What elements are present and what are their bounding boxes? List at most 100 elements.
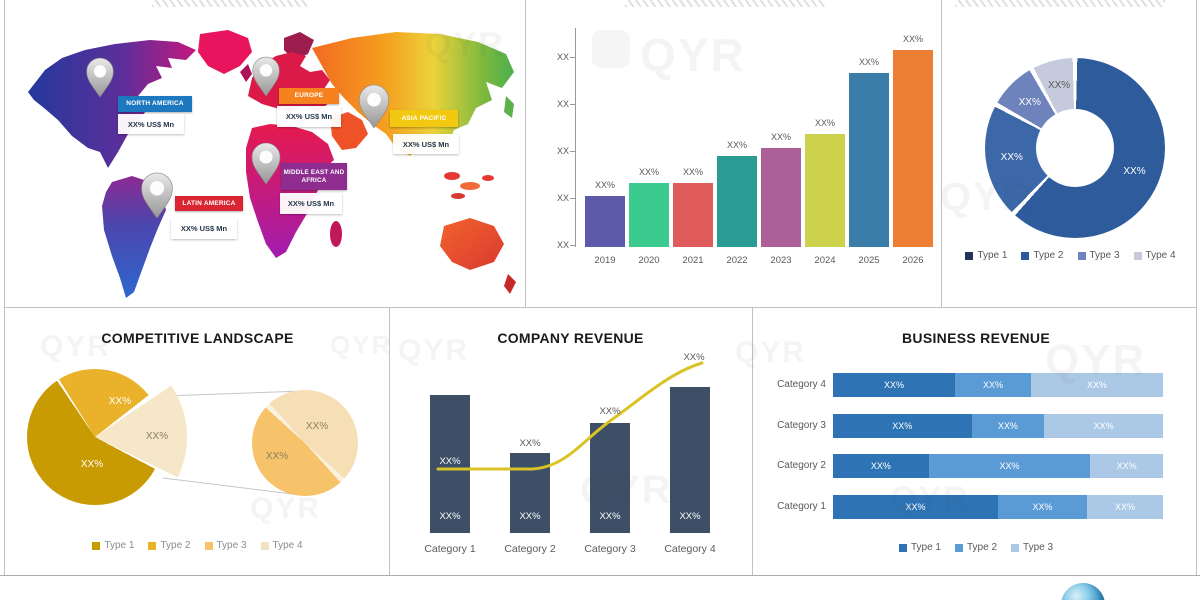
- region-value-latin-america: XX% US$ Mn: [171, 218, 237, 239]
- pin-asia-pacific-icon: [358, 84, 390, 129]
- data-label: XX%: [858, 57, 879, 67]
- y-axis-tick-mark: [570, 245, 576, 246]
- brand-watermark: QYR: [398, 334, 470, 367]
- panel-divider: [4, 307, 1196, 308]
- legend-swatch: [954, 543, 963, 552]
- legend-label: Type 1: [910, 542, 941, 553]
- business-revenue-title: BUSINESS REVENUE: [902, 330, 1050, 346]
- brand-watermark: QYR: [735, 336, 807, 369]
- legend-item-type-3: Type 3: [204, 540, 247, 551]
- legend-label: Type 4: [272, 540, 303, 551]
- legend-item-type-1: Type 1: [965, 250, 1007, 261]
- pin-latin-america-icon: [141, 172, 173, 219]
- segment-type-1: XX%: [833, 495, 998, 519]
- competitive-landscape-panel: COMPETITIVE LANDSCAPE XX% XX% XX% XX% XX% Ty…: [3, 308, 387, 575]
- y-axis-tick-label: XX: [556, 240, 569, 250]
- business-revenue-panel: BUSINESS REVENUE Category 4 XX% XX% XX% Cate…: [752, 308, 1200, 575]
- panel-divider: [4, 0, 5, 575]
- x-axis-label: 2019: [594, 255, 616, 266]
- brand-watermark: QYR: [425, 26, 505, 64]
- map-pins: [86, 56, 390, 219]
- segment-type-1: XX%: [833, 454, 929, 478]
- legend-item-type-2: Type 2: [1021, 250, 1064, 261]
- data-label: XX%: [265, 451, 289, 462]
- clipped-title-remnant: [955, 0, 1165, 7]
- legend-item-type-4: Type 4: [1133, 250, 1176, 261]
- x-axis-label: 2022: [726, 255, 748, 266]
- legend-swatch: [1021, 251, 1030, 260]
- legend-item-type-2: Type 2: [954, 542, 997, 553]
- clipped-title-remnant: [625, 0, 825, 7]
- legend-item-type-4: Type 4: [260, 540, 303, 551]
- legend-item-type-2: Type 2: [148, 540, 191, 551]
- brand-watermark: QYR: [40, 330, 112, 363]
- world-map: [28, 30, 516, 298]
- clipped-title-remnant: [152, 0, 307, 7]
- pin-middle-east-africa-icon: [251, 142, 281, 185]
- brand-watermark: QYR: [330, 330, 393, 360]
- bar-2019: [585, 196, 625, 247]
- legend-item-type-3: Type 3: [1011, 542, 1053, 553]
- main-pie-chart: [27, 369, 163, 505]
- segment-type-3: XX%: [1090, 454, 1163, 478]
- bar-bottom-label: XX%: [679, 511, 701, 522]
- x-axis-label: 2020: [638, 255, 660, 266]
- bar-category-4: [670, 387, 710, 533]
- data-label: XX%: [1000, 152, 1023, 163]
- x-axis-label: Category 2: [504, 543, 556, 555]
- line-data-label: XX%: [439, 456, 461, 467]
- legend-swatch: [1011, 543, 1020, 552]
- legend-item-type-3: Type 3: [1077, 250, 1120, 261]
- pin-europe-icon: [252, 56, 280, 97]
- panel-divider: [525, 0, 526, 307]
- data-label: XX%: [80, 459, 104, 470]
- bar-bottom-label: XX%: [439, 511, 461, 522]
- row-label-category-2: Category 2: [777, 460, 826, 471]
- revenue-trend-line: [436, 361, 704, 471]
- brand-watermark: QYR: [890, 480, 970, 518]
- y-axis-tick-label: XX: [556, 99, 569, 109]
- data-label: XX%: [902, 34, 923, 44]
- brand-watermark: QYR: [1045, 336, 1147, 385]
- secondary-pie-chart: [252, 390, 358, 496]
- legend-label: Type 3: [1023, 542, 1054, 553]
- legend-swatch: [1133, 251, 1142, 260]
- bar-2026: [893, 50, 933, 247]
- legend-item-type-1: Type 1: [898, 542, 941, 553]
- data-label: XX%: [682, 167, 703, 177]
- panel-divider: [1196, 0, 1197, 575]
- market-size-by-year-panel: XX XX XX XX XX XX% 2019 XX% 2020 XX% 2021 XX% 2022 X…: [525, 0, 941, 307]
- legend-label: Type 3: [1089, 250, 1120, 261]
- data-label: XX%: [770, 132, 791, 142]
- y-axis-tick-label: XX: [556, 193, 569, 203]
- watermark-logo-icon: [592, 30, 630, 68]
- line-data-label: XX%: [599, 406, 621, 417]
- legend-label: Type 4: [1145, 250, 1176, 261]
- pin-north-america-icon: [86, 57, 114, 98]
- panel-divider: [752, 308, 753, 575]
- panel-divider: [389, 308, 390, 575]
- legend-swatch: [898, 543, 907, 552]
- brand-watermark: QYR: [940, 175, 1033, 219]
- y-axis-tick-mark: [570, 151, 576, 152]
- stacked-bar-category-2: XX% XX% XX%: [833, 454, 1163, 478]
- region-value-europe: XX% US$ Mn: [277, 106, 341, 127]
- x-axis-label: Category 4: [664, 543, 716, 555]
- segment-type-2: XX%: [955, 373, 1031, 397]
- x-axis-label: 2023: [770, 255, 792, 266]
- data-label: XX%: [1047, 80, 1071, 91]
- data-label: XX%: [305, 421, 329, 432]
- legend-swatch: [260, 541, 269, 550]
- segment-type-1: XX%: [833, 414, 972, 438]
- panel-divider: [941, 0, 942, 307]
- segment-type-3: XX%: [1031, 373, 1163, 397]
- region-value-middle-east-africa: XX% US$ Mn: [280, 193, 342, 214]
- stacked-bar-category-3: XX% XX% XX%: [833, 414, 1163, 438]
- bar-2021: [673, 183, 713, 247]
- bar-bottom-label: XX%: [599, 511, 621, 522]
- competitive-legend: Type 1 Type 2 Type 3 Type 4: [8, 540, 387, 551]
- regional-map-panel: NORTH AMERICA XX% US$ Mn EUROPE XX% US$ …: [0, 0, 525, 307]
- x-axis-label: 2025: [858, 255, 880, 266]
- x-axis-label: 2024: [814, 255, 836, 266]
